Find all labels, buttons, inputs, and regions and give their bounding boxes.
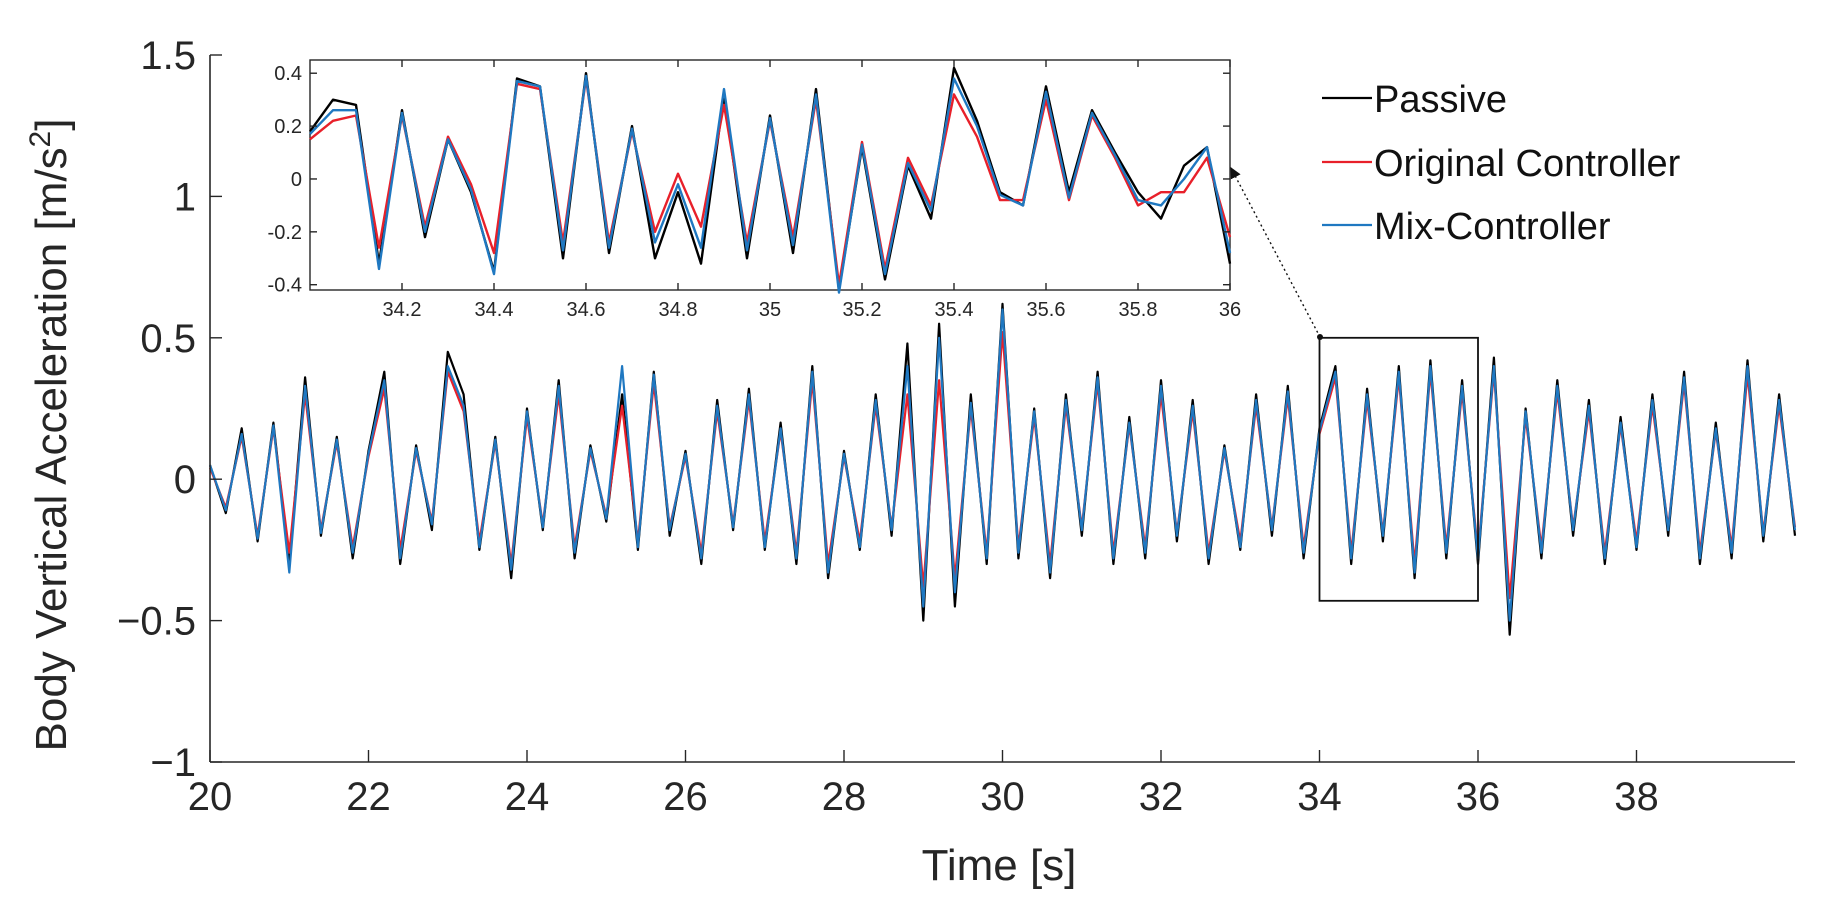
inset-background — [309, 59, 1231, 291]
zoom-arrow — [1230, 167, 1321, 338]
inset-axes: 34.2 34.4 34.6 34.8 35 35.2 35.4 35.6 35.8 36 -0.… — [268, 59, 1241, 321]
inset-x-tick-label: 35.8 — [1119, 299, 1158, 321]
inset-x-tick-label: 34.8 — [659, 299, 698, 321]
main-x-tick-label: 28 — [822, 775, 867, 819]
inset-x-tick-label: 34.2 — [383, 299, 422, 321]
main-x-tick-label: 38 — [1614, 775, 1659, 819]
main-x-tick-label: 20 — [188, 775, 233, 819]
legend-entry-mix-controller[interactable]: Mix-Controller — [1322, 206, 1611, 248]
main-series-passive — [208, 302, 1797, 636]
main-x-tick-label: 36 — [1456, 775, 1501, 819]
zoom-arrow-origin — [1317, 334, 1323, 340]
inset-x-tick-label: 35.4 — [935, 299, 974, 321]
main-y-tick-label: 1 — [174, 175, 196, 219]
main-x-tick-label: 30 — [980, 775, 1025, 819]
legend-entry-original-controller[interactable]: Original Controller — [1322, 143, 1681, 185]
main-y-tick-label: −1 — [150, 741, 196, 785]
main-y-tick-label: 0 — [174, 458, 196, 502]
main-x-tick-label: 32 — [1139, 775, 1184, 819]
main-y-tick-label: 0.5 — [140, 317, 196, 361]
inset-y-tick-label: 0 — [291, 169, 302, 191]
inset-y-tick-label: -0.4 — [268, 275, 302, 297]
x-axis-title: Time [s] — [922, 841, 1077, 890]
main-y-tick-label: 1.5 — [140, 34, 196, 78]
legend[interactable]: Passive Original Controller Mix-Controll… — [1322, 79, 1681, 248]
main-axes: 20 22 24 26 28 30 32 34 36 38 −1 −0.5 0 0.5 1 1.5 — [117, 34, 1797, 819]
main-y-tick-label: −0.5 — [117, 600, 196, 644]
inset-x-tick-label: 35 — [759, 299, 781, 321]
inset-x-tick-label: 35.6 — [1027, 299, 1066, 321]
legend-entry-passive[interactable]: Passive — [1322, 79, 1507, 121]
inset-x-tick-label: 34.4 — [475, 299, 514, 321]
legend-label-mix-controller: Mix-Controller — [1374, 206, 1611, 248]
legend-label-original-controller: Original Controller — [1374, 143, 1681, 185]
inset-x-tick-label: 34.6 — [567, 299, 606, 321]
main-x-tick-label: 34 — [1297, 775, 1342, 819]
inset-y-ticks: -0.4 -0.2 0 0.2 0.4 — [268, 63, 1230, 297]
main-x-ticks: 20 22 24 26 28 30 32 34 36 38 — [188, 750, 1659, 819]
main-x-tick-label: 26 — [663, 775, 708, 819]
zoom-box — [1318, 336, 1479, 602]
y-axis-title-close: ] — [27, 119, 76, 131]
y-axis-title-text: Body Vertical Acceleration [m/s — [27, 147, 76, 751]
y-axis-title: Body Vertical Acceleration [m/s2] — [24, 119, 76, 752]
inset-y-tick-label: -0.2 — [268, 222, 302, 244]
main-y-ticks: −1 −0.5 0 0.5 1 1.5 — [117, 34, 222, 785]
inset-x-tick-label: 36 — [1219, 299, 1241, 321]
main-series-group — [208, 302, 1797, 636]
inset-y-tick-label: 0.2 — [274, 116, 302, 138]
inset-y-tick-label: 0.4 — [274, 63, 302, 85]
main-x-tick-label: 22 — [346, 775, 391, 819]
legend-label-passive: Passive — [1374, 79, 1507, 121]
inset-x-tick-label: 35.2 — [843, 299, 882, 321]
inset-series-mix-controller — [309, 74, 1232, 294]
main-series-mix-controller — [208, 308, 1797, 622]
y-axis-title-superscript: 2 — [24, 131, 57, 148]
main-x-tick-label: 24 — [505, 775, 550, 819]
inset-series-group — [309, 66, 1232, 294]
inset-x-ticks: 34.2 34.4 34.6 34.8 35 35.2 35.4 35.6 35.8 36 — [383, 60, 1241, 321]
